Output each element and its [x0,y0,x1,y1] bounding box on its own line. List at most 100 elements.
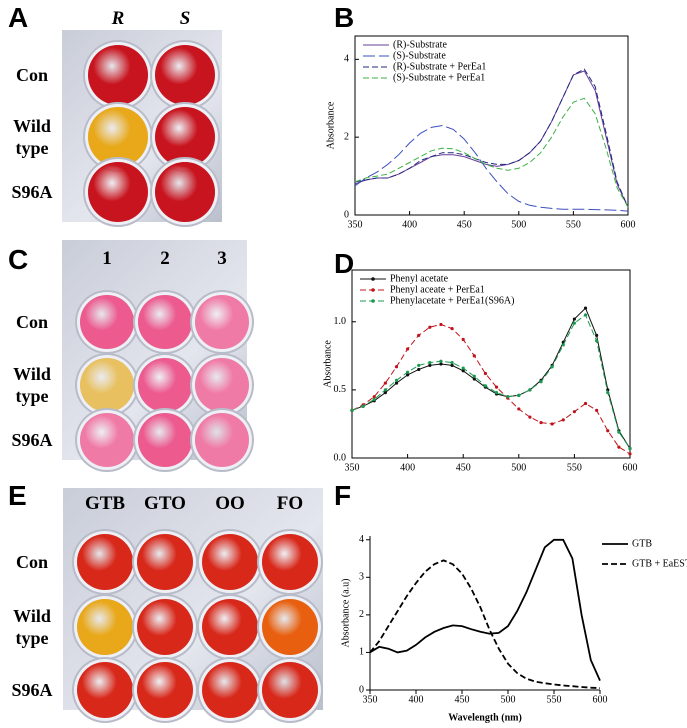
series-line [354,68,629,208]
well [195,358,249,412]
well [77,662,133,718]
x-tick-label: 600 [621,219,636,230]
legend-marker [371,288,375,292]
well [88,107,148,167]
data-point [550,365,554,369]
data-point [417,333,421,337]
column-label: 3 [217,248,227,269]
data-point [617,430,621,434]
data-point [450,361,454,365]
well [80,413,134,467]
data-point [406,370,410,374]
data-point [350,408,354,412]
series-line [351,307,631,449]
data-point [361,404,365,408]
y-tick-label: 4 [359,534,364,545]
data-point [439,362,443,366]
panel-label: C [8,244,29,275]
series-line [354,70,629,208]
data-point [539,420,543,425]
data-point [450,326,454,331]
data-point [595,408,599,412]
well [262,599,318,655]
well [137,599,193,655]
series-line [369,559,601,689]
well [155,45,215,105]
x-tick-label: 500 [501,694,516,705]
legend-label: Phenyl aceate + PerEa1 [390,284,485,295]
row-label: S96A [11,182,53,202]
panel-label: E [8,480,27,511]
y-axis-label: Absorbance [325,101,336,149]
row-label: Con [15,312,48,332]
row-label: Con [15,65,48,85]
data-point [383,381,387,385]
data-point [528,388,532,392]
well [88,45,148,105]
x-tick-label: 400 [400,462,415,473]
data-point [561,343,565,347]
data-point [539,380,543,384]
y-axis-label: Absorbance [322,340,333,388]
data-point [394,378,399,382]
column-label: S [179,8,191,29]
column-label: FO [276,493,304,514]
well [155,162,215,222]
y-tick-label: 0 [344,209,349,220]
data-point [583,306,588,310]
data-point [628,452,632,456]
data-point [428,363,432,367]
row-label: Wild type [13,116,51,158]
well [138,295,192,349]
well [77,534,133,590]
x-tick-label: 400 [402,219,417,230]
data-point [383,388,387,392]
data-point [406,373,410,377]
legend-marker [371,299,375,303]
y-axis-label: Absorbance (a.u) [340,579,351,648]
well [202,534,258,590]
legend-label: GTB [632,538,652,549]
data-point [372,397,376,402]
data-point [572,410,577,414]
row-label: S96A [11,430,53,450]
data-point [450,363,454,367]
well [262,662,318,718]
y-tick-label: 1 [359,647,364,658]
data-point [406,347,410,351]
data-point [628,446,632,451]
column-label: 2 [160,248,170,269]
well [202,662,258,718]
data-point [472,354,476,358]
well [195,413,249,467]
column-label: GTB [84,493,126,514]
series-line [369,538,601,681]
data-point [494,391,499,395]
series-line [351,323,631,455]
data-point [394,381,399,385]
y-tick-label: 2 [359,609,364,620]
series-line [351,314,631,449]
data-point [583,401,588,406]
y-tick-label: 0.0 [334,452,347,463]
legend-label: (R)-Substrate + PerEa1 [393,61,486,72]
data-point [617,445,621,449]
data-point [472,374,476,378]
x-tick-label: 500 [511,462,526,473]
legend-marker [371,277,375,281]
plot-frame [351,269,631,459]
data-point [483,371,488,376]
column-label: R [111,8,125,29]
x-tick-label: 350 [363,694,378,705]
y-tick-label: 2 [344,131,349,142]
data-point [494,385,499,389]
x-tick-label: 450 [457,219,472,230]
well [262,534,318,590]
legend-label: Phenyl acetate [390,273,449,284]
data-point [606,429,610,433]
data-point [472,377,476,381]
data-point [483,384,488,388]
data-point [461,337,465,342]
data-point [428,361,432,365]
